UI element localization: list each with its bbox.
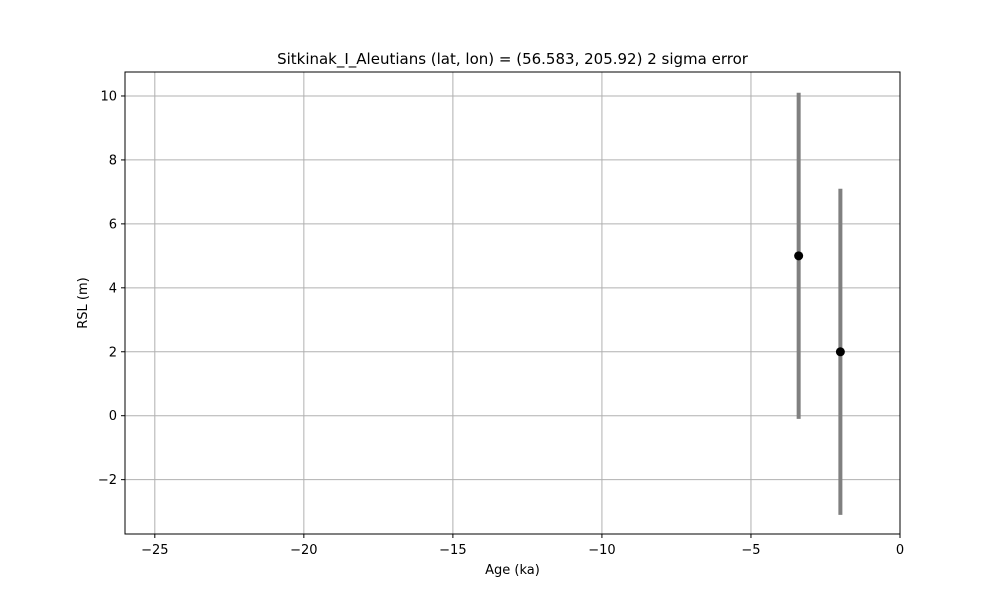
y-axis-label: RSL (m) <box>76 277 91 328</box>
data-point <box>835 347 845 357</box>
data-point <box>794 251 804 261</box>
data-points <box>794 251 845 357</box>
y-tick-label: 8 <box>109 153 117 168</box>
chart-title: Sitkinak_I_Aleutians (lat, lon) = (56.58… <box>277 50 749 69</box>
error-bars <box>796 92 843 515</box>
x-axis-ticks: −25 −20 −15 −10 −5 0 <box>141 534 904 558</box>
x-tick-label: −25 <box>141 543 168 558</box>
y-axis-ticks: −2 0 2 4 6 8 10 <box>98 89 125 488</box>
y-tick-label: 2 <box>109 345 117 360</box>
y-tick-label: 6 <box>109 217 117 232</box>
x-tick-label: −15 <box>439 543 466 558</box>
y-tick-label: 10 <box>100 89 117 104</box>
y-tick-label: −2 <box>98 473 117 488</box>
x-tick-label: −20 <box>290 543 317 558</box>
x-tick-label: −5 <box>741 543 760 558</box>
x-tick-label: −10 <box>588 543 615 558</box>
y-tick-label: 4 <box>109 281 117 296</box>
grid <box>125 72 901 534</box>
x-tick-label: 0 <box>896 543 904 558</box>
x-axis-label: Age (ka) <box>485 563 540 578</box>
plot-frame <box>124 71 901 535</box>
y-tick-label: 0 <box>109 409 117 424</box>
